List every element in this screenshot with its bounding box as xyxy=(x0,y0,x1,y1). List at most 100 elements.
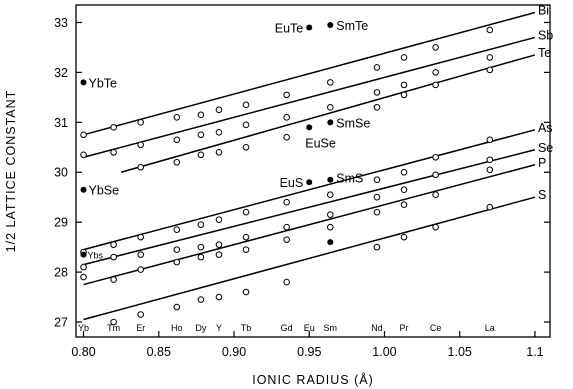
open-point xyxy=(400,54,408,61)
x-tick-label: 1.1 xyxy=(526,345,543,359)
open-point xyxy=(173,303,181,311)
solid-point xyxy=(327,119,334,126)
open-point xyxy=(80,273,87,281)
open-point xyxy=(173,226,181,233)
open-point xyxy=(373,208,381,216)
solid-point xyxy=(80,251,87,258)
open-point xyxy=(400,81,408,89)
open-point xyxy=(242,121,250,129)
element-label: La xyxy=(485,323,495,333)
compound-label: YbTe xyxy=(89,76,118,90)
solid-point xyxy=(327,21,334,28)
open-point xyxy=(283,198,290,206)
fit-lines xyxy=(83,11,536,321)
open-point xyxy=(197,151,205,159)
solid-point xyxy=(80,79,87,86)
open-point xyxy=(242,143,250,151)
y-axis-label: 1/2 LATTICE CONSTANT xyxy=(4,90,18,253)
solid-point xyxy=(306,124,313,131)
open-point xyxy=(110,124,117,131)
fit-line xyxy=(83,196,536,321)
open-point xyxy=(80,151,87,159)
open-point xyxy=(486,54,494,61)
open-point xyxy=(137,119,145,126)
open-point xyxy=(110,276,117,283)
open-point xyxy=(197,296,205,303)
open-point xyxy=(173,246,181,253)
open-point xyxy=(173,114,181,121)
open-point xyxy=(400,201,408,208)
open-point xyxy=(80,263,87,271)
open-point xyxy=(486,26,494,34)
open-point xyxy=(215,293,223,301)
y-tick-label: 27 xyxy=(54,316,68,330)
open-point xyxy=(486,156,494,164)
fit-line xyxy=(83,164,536,286)
compound-label: YbSe xyxy=(89,184,120,198)
open-point xyxy=(432,171,439,179)
open-point xyxy=(110,148,117,156)
open-point xyxy=(283,236,290,243)
element-label: Eu xyxy=(304,323,315,333)
open-point xyxy=(173,158,181,166)
open-point xyxy=(242,233,250,241)
open-point xyxy=(283,134,290,141)
solid-point xyxy=(327,239,334,246)
compound-label: EuSe xyxy=(305,136,336,150)
open-point xyxy=(327,79,334,86)
open-point xyxy=(400,91,408,99)
chart-text: 27 28 29 30 31 32 33 0.80 0.85 0.90 0.95 1.00 1.05 1.… xyxy=(54,3,553,359)
element-label: Ce xyxy=(430,323,442,333)
open-point xyxy=(486,203,494,211)
plot-frame xyxy=(75,4,551,338)
open-point xyxy=(110,253,117,261)
open-point xyxy=(432,44,439,51)
open-point xyxy=(432,191,439,199)
open-point xyxy=(197,243,205,251)
solid-point xyxy=(80,186,87,193)
fit-line xyxy=(83,11,536,136)
open-point xyxy=(432,153,439,161)
open-point xyxy=(137,233,145,241)
compound-label: SmSe xyxy=(336,116,370,130)
element-label: Tb xyxy=(241,323,252,333)
element-label: Er xyxy=(136,323,145,333)
open-point xyxy=(373,176,381,184)
x-tick-label: 0.95 xyxy=(297,345,321,359)
open-point xyxy=(197,253,205,261)
open-point xyxy=(137,251,145,258)
open-point xyxy=(242,288,250,296)
open-point xyxy=(486,136,494,144)
open-point xyxy=(215,216,223,223)
open-point xyxy=(197,221,205,228)
open-point xyxy=(215,129,223,136)
open-point xyxy=(432,69,439,76)
fit-line xyxy=(83,129,536,251)
open-point xyxy=(432,81,439,89)
fit-line xyxy=(83,36,536,158)
element-label: Ho xyxy=(171,323,183,333)
x-tick-label: 0.80 xyxy=(71,345,95,359)
y-tick-label: 32 xyxy=(54,66,68,80)
fit-line xyxy=(83,149,536,266)
open-point xyxy=(197,111,205,119)
y-tick-label: 28 xyxy=(54,266,68,280)
open-point xyxy=(173,136,181,144)
element-label: Nd xyxy=(371,323,383,333)
element-label: Sm xyxy=(324,323,338,333)
open-point xyxy=(327,191,334,199)
element-label: Y xyxy=(216,323,222,333)
axis-ticks xyxy=(76,21,550,337)
open-point xyxy=(486,166,494,174)
element-label: Pr xyxy=(400,323,409,333)
series-label: Se xyxy=(538,141,553,155)
open-point xyxy=(137,266,145,273)
open-point xyxy=(400,186,408,194)
fit-line xyxy=(120,54,536,173)
y-tick-label: 29 xyxy=(54,216,68,230)
solid-point xyxy=(327,176,334,183)
open-point xyxy=(110,241,117,248)
open-point xyxy=(373,64,381,71)
open-point xyxy=(283,278,290,286)
